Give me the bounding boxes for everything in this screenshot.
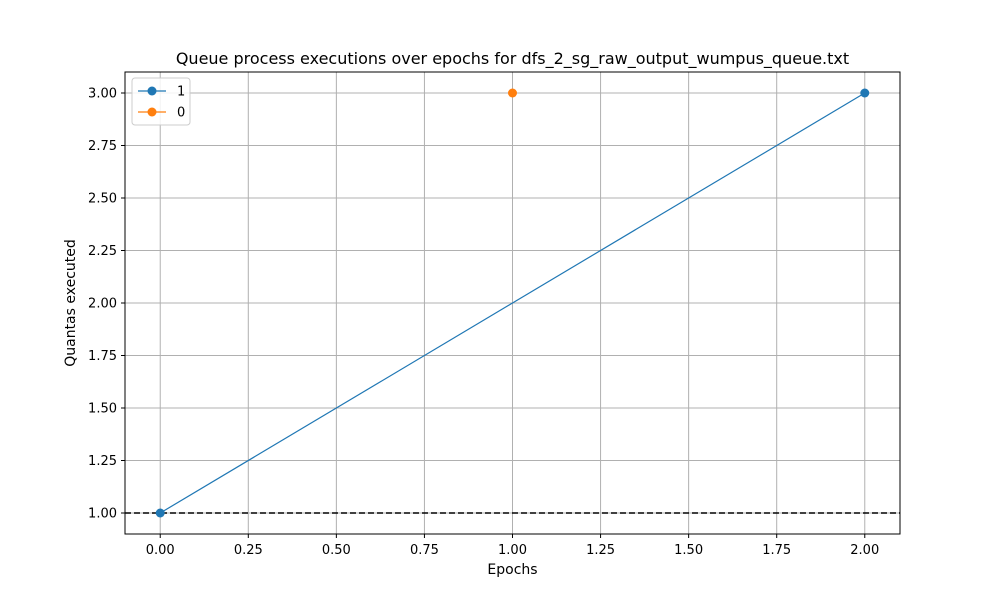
- x-tick-label: 0.25: [234, 543, 263, 558]
- legend-item: 0: [138, 106, 185, 121]
- legend-box: [131, 77, 191, 126]
- y-tick-label: 2.25: [88, 244, 117, 259]
- data-point: [508, 88, 517, 98]
- x-tick-label: 1.75: [762, 543, 791, 558]
- chart-title: Queue process executions over epochs for…: [176, 49, 849, 69]
- x-axis-label: Epochs: [487, 562, 537, 578]
- y-axis-label: Quantas executed: [63, 239, 79, 367]
- legend: 10: [131, 77, 191, 126]
- series-layer: [155, 88, 870, 518]
- data-point: [860, 88, 870, 98]
- legend-label: 0: [177, 106, 185, 121]
- y-tick-label: 1.50: [88, 402, 117, 417]
- legend-label: 1: [177, 85, 185, 100]
- y-tick-label: 2.00: [88, 297, 117, 312]
- y-tick-label: 1.00: [88, 507, 117, 522]
- x-tick-label: 0.50: [322, 543, 351, 558]
- x-tick-label: 0.75: [410, 543, 439, 558]
- x-tick-label: 2.00: [850, 543, 879, 558]
- y-tick-label: 2.50: [88, 192, 117, 207]
- y-tick-label: 1.75: [88, 349, 117, 364]
- data-point: [155, 508, 165, 518]
- legend-item: 1: [138, 85, 185, 100]
- y-tick-label: 3.00: [88, 87, 117, 102]
- series-0: [508, 88, 517, 98]
- x-tick-label: 1.00: [498, 543, 527, 558]
- x-tick-label: 1.25: [586, 543, 615, 558]
- legend-marker: [147, 86, 157, 96]
- x-tick-label: 1.50: [674, 543, 703, 558]
- y-tick-label: 2.75: [88, 139, 117, 154]
- y-tick-label: 1.25: [88, 454, 117, 469]
- series-1: [155, 88, 870, 518]
- legend-marker: [147, 107, 157, 117]
- axis-ticks: 0.00 0.25 0.50 0.75 1.00 1.25 1.50 1.75 2.00 1.00…: [88, 87, 879, 559]
- series-line: [159, 92, 866, 514]
- x-tick-label: 0.00: [146, 543, 175, 558]
